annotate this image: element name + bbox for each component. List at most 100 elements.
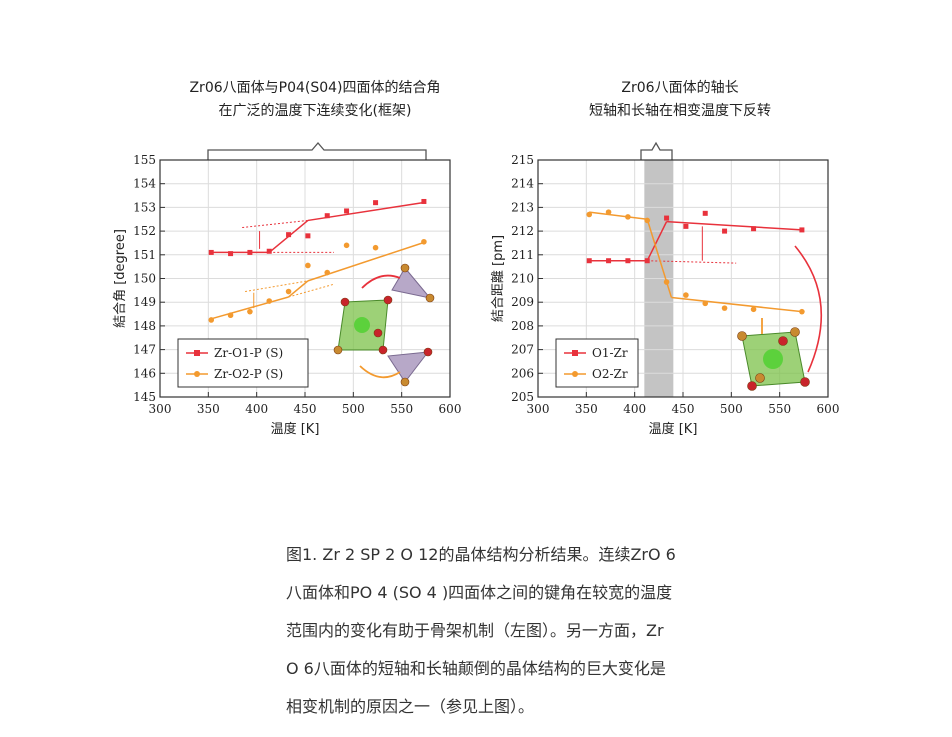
data-point — [208, 249, 214, 255]
data-point — [799, 227, 805, 233]
caption-line: O 6八面体的短轴和长轴颠倒的晶体结构的巨大变化是 — [286, 659, 666, 678]
right-chart-title: Zr06八面体的轴长 短轴和长轴在相变温度下反转 — [530, 77, 830, 123]
caption-line: 八面体和PO 4 (SO 4 )四面体之间的键角在较宽的温度 — [286, 583, 673, 602]
figure-caption: 图1. Zr 2 SP 2 O 12的晶体结构分析结果。连续ZrO 6 八面体和… — [286, 536, 716, 726]
y-tick-label: 214 — [511, 177, 534, 191]
y-tick-label: 152 — [133, 224, 156, 238]
data-point — [266, 248, 272, 254]
legend-label: Zr-O2-P (S) — [214, 367, 283, 381]
legend-label: O1-Zr — [592, 346, 628, 360]
rotation-arrow — [361, 274, 401, 289]
left-bracket — [207, 142, 427, 160]
x-tick-label: 300 — [149, 402, 172, 416]
data-point — [324, 269, 331, 276]
x-tick-label: 500 — [342, 402, 365, 416]
x-tick-label: 300 — [527, 402, 550, 416]
caption-line: 范围内的变化有助于骨架机制（左图）。另一方面，Zr — [286, 621, 664, 640]
y-tick-label: 205 — [511, 390, 534, 404]
data-point — [722, 228, 728, 234]
data-point — [305, 262, 311, 269]
data-point — [625, 258, 631, 264]
y-tick-label: 208 — [511, 319, 534, 333]
data-point — [247, 308, 253, 315]
y-tick-label: 209 — [511, 295, 534, 309]
extrapolation-line — [242, 219, 308, 229]
rotation-arrow — [359, 365, 401, 379]
y-tick-label: 213 — [511, 200, 534, 214]
data-point — [799, 308, 805, 315]
x-tick-label: 450 — [672, 402, 695, 416]
y-tick-label: 207 — [511, 343, 534, 357]
y-tick-label: 145 — [133, 390, 156, 404]
x-tick-label: 550 — [768, 402, 791, 416]
oxygen-atom — [333, 345, 343, 355]
x-tick-label: 350 — [197, 402, 220, 416]
crystal-illustration — [737, 245, 823, 391]
data-point — [372, 244, 379, 251]
data-point — [644, 258, 650, 264]
oxygen-atom — [790, 327, 800, 337]
x-tick-label: 350 — [575, 402, 598, 416]
y-tick-label: 146 — [133, 366, 156, 380]
caption-line: 相变机制的原因之一（参见上图）。 — [286, 697, 535, 716]
data-point — [344, 208, 350, 214]
trend-line — [646, 221, 668, 262]
data-point — [421, 238, 427, 245]
oxygen-atom — [383, 295, 393, 305]
oxygen-atom — [400, 377, 410, 387]
y-tick-label: 151 — [133, 248, 156, 262]
x-tick-label: 400 — [623, 402, 646, 416]
oxygen-atom — [755, 373, 765, 383]
data-point — [247, 249, 253, 255]
extrapolation-line — [244, 280, 308, 293]
oxygen-atom — [778, 336, 788, 346]
bond-angle-chart: 300 350 400 450 500 550 600 145 146 147 148 149 150 1… — [113, 153, 461, 437]
oxygen-atom — [425, 293, 435, 303]
x-axis-label: 温度 [K] — [649, 421, 698, 437]
y-tick-label: 150 — [133, 272, 156, 286]
caption-line: 图1. Zr 2 SP 2 O 12的晶体结构分析结果。连续ZrO 6 — [286, 545, 676, 564]
zr-atom — [354, 317, 370, 333]
tetrahedron-shape — [387, 351, 430, 383]
oxygen-atom — [373, 328, 383, 338]
tetrahedron-shape — [391, 267, 432, 299]
data-point — [586, 211, 593, 218]
y-tick-label: 210 — [511, 272, 534, 286]
data-point — [606, 258, 612, 264]
data-point — [625, 214, 631, 220]
y-tick-label: 155 — [133, 153, 156, 167]
data-point — [751, 226, 757, 232]
oxygen-atom — [747, 381, 757, 391]
data-point — [343, 242, 350, 249]
y-axis-label: 結合角 [degree] — [113, 229, 128, 328]
y-tick-label: 148 — [133, 319, 156, 333]
legend-box — [555, 338, 639, 388]
data-point — [664, 215, 670, 221]
oxygen-atom — [378, 345, 388, 355]
data-point — [286, 232, 292, 238]
legend-marker — [572, 371, 578, 377]
y-tick-label: 147 — [133, 343, 156, 357]
data-point — [702, 210, 708, 216]
x-tick-label: 400 — [245, 402, 268, 416]
y-tick-label: 215 — [511, 153, 534, 167]
x-tick-label: 450 — [294, 402, 317, 416]
left-title-line2: 在广泛的温度下连续变化(框架) — [218, 103, 412, 119]
figure-svg: 300 350 400 450 500 550 600 145 146 147 148 149 150 1… — [113, 141, 839, 437]
trend-line — [211, 296, 289, 320]
data-point — [721, 305, 728, 311]
legend-label: Zr-O1-P (S) — [214, 346, 283, 360]
data-point — [750, 306, 757, 313]
y-tick-label: 149 — [133, 295, 156, 309]
trend-line — [589, 211, 648, 220]
crystal-illustration — [333, 263, 435, 387]
x-axis-label: 温度 [K] — [271, 421, 320, 437]
y-tick-label: 154 — [133, 177, 156, 191]
x-tick-label: 550 — [390, 402, 413, 416]
x-tick-label: 600 — [439, 402, 462, 416]
right-bracket — [640, 141, 673, 160]
legend-marker — [572, 350, 578, 356]
oxygen-atom — [340, 297, 350, 307]
oxygen-atom — [400, 263, 410, 273]
data-point — [285, 288, 292, 295]
